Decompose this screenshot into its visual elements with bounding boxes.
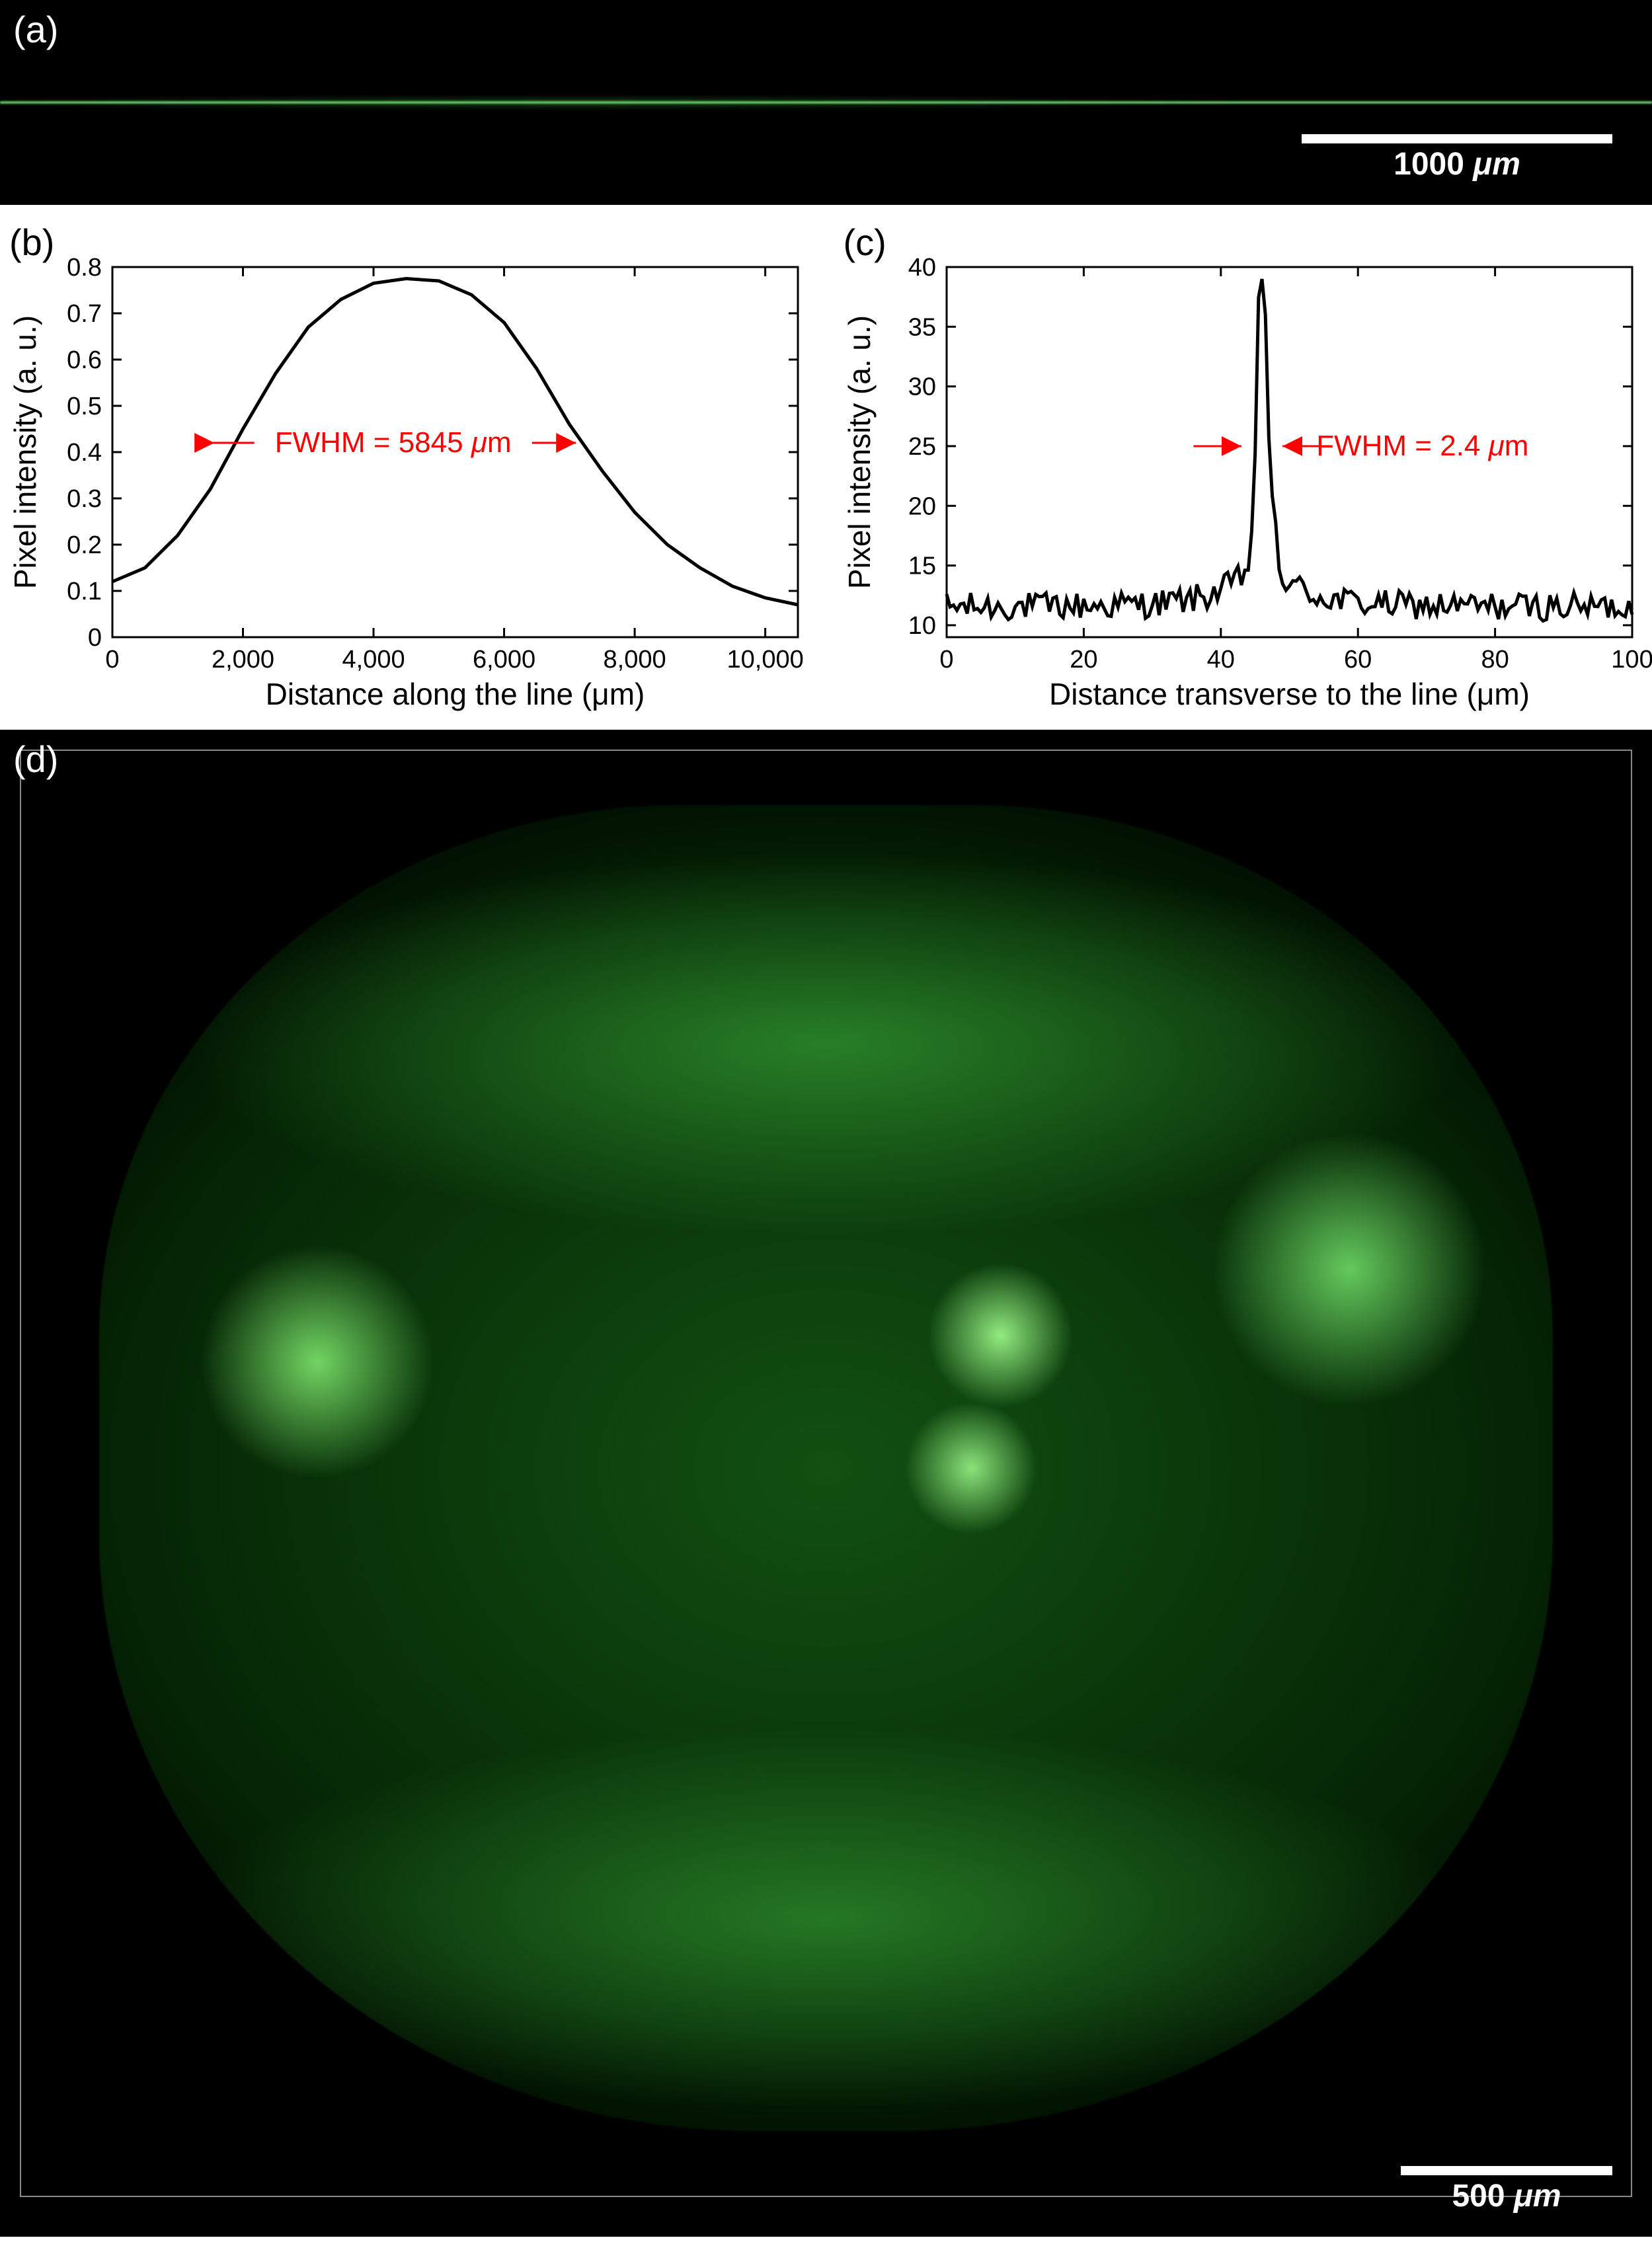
panel-c-label: (c) — [844, 221, 886, 264]
scalebar-line — [1401, 2166, 1612, 2175]
scalebar-unit: μm — [1514, 2179, 1561, 2214]
scalebar-value: 500 — [1452, 2179, 1505, 2214]
svg-text:40: 40 — [1206, 646, 1234, 674]
scalebar-text: 1000 μm — [1302, 146, 1612, 182]
svg-text:40: 40 — [908, 254, 935, 282]
svg-text:0.4: 0.4 — [67, 439, 102, 467]
panel-d-label: (d) — [13, 738, 58, 781]
svg-text:10,000: 10,000 — [727, 646, 804, 674]
svg-text:20: 20 — [1070, 646, 1097, 674]
panel-b: (b) 0 2,000 4,000 6,000 8,000 10,000 0 0.1 0.2 0.… — [0, 221, 818, 723]
svg-text:Distance transverse to the lin: Distance transverse to the line (μm) — [1049, 677, 1530, 711]
svg-text:FWHM = 2.4 μm: FWHM = 2.4 μm — [1316, 430, 1528, 462]
panel-b-label: (b) — [9, 221, 54, 264]
svg-text:0.8: 0.8 — [67, 254, 102, 282]
svg-text:0: 0 — [105, 646, 119, 674]
svg-text:0: 0 — [939, 646, 953, 674]
panel-a-label: (a) — [13, 8, 58, 51]
panel-d: (d) 500 μm — [0, 730, 1652, 2237]
svg-text:0.1: 0.1 — [67, 578, 102, 605]
svg-text:60: 60 — [1344, 646, 1372, 674]
svg-text:Pixel intensity (a. u.): Pixel intensity (a. u.) — [8, 315, 42, 589]
panel-a-scalebar: 1000 μm — [1302, 134, 1612, 182]
svg-text:6,000: 6,000 — [473, 646, 535, 674]
svg-text:0.5: 0.5 — [67, 393, 102, 420]
svg-text:80: 80 — [1481, 646, 1509, 674]
svg-text:0.2: 0.2 — [67, 531, 102, 559]
svg-text:0.7: 0.7 — [67, 300, 102, 328]
panel-d-scalebar: 500 μm — [1401, 2166, 1612, 2214]
panel-c: (c) 0 20 40 60 80 100 10 15 20 25 30 35 40 Distance t… — [834, 221, 1652, 723]
svg-text:30: 30 — [908, 373, 935, 401]
svg-text:0: 0 — [88, 624, 102, 652]
panel-b-chart: 0 2,000 4,000 6,000 8,000 10,000 0 0.1 0.2 0.3 0.4… — [0, 221, 818, 723]
row-bc: (b) 0 2,000 4,000 6,000 8,000 10,000 0 0.1 0.2 0.… — [0, 221, 1652, 723]
svg-text:10: 10 — [908, 612, 935, 640]
svg-text:8,000: 8,000 — [604, 646, 666, 674]
svg-text:0.3: 0.3 — [67, 485, 102, 513]
scalebar-value: 1000 — [1394, 147, 1464, 182]
svg-text:2,000: 2,000 — [212, 646, 274, 674]
svg-text:FWHM = 5845 μm: FWHM = 5845 μm — [275, 426, 512, 459]
figure-multipanel: (a) 1000 μm (b) 02,0004,0006,00 — [0, 0, 1652, 2237]
panel-a: (a) 1000 μm — [0, 0, 1652, 205]
svg-text:4,000: 4,000 — [342, 646, 405, 674]
svg-text:100: 100 — [1611, 646, 1652, 674]
scalebar-line — [1302, 134, 1612, 143]
svg-text:0.6: 0.6 — [67, 346, 102, 374]
svg-text:Pixel intensity (a. u.): Pixel intensity (a. u.) — [842, 315, 877, 589]
scalebar-unit: μm — [1473, 147, 1520, 182]
svg-text:20: 20 — [908, 492, 935, 520]
brain-volume-render — [99, 805, 1553, 2131]
svg-text:25: 25 — [908, 433, 935, 461]
svg-text:15: 15 — [908, 553, 935, 580]
svg-text:Distance along the line (μm): Distance along the line (μm) — [266, 677, 645, 711]
illumination-line-image — [0, 100, 1652, 104]
svg-text:35: 35 — [908, 313, 935, 341]
scalebar-text: 500 μm — [1401, 2178, 1612, 2214]
panel-c-chart: 0 20 40 60 80 100 10 15 20 25 30 35 40 Distance trans… — [834, 221, 1652, 723]
